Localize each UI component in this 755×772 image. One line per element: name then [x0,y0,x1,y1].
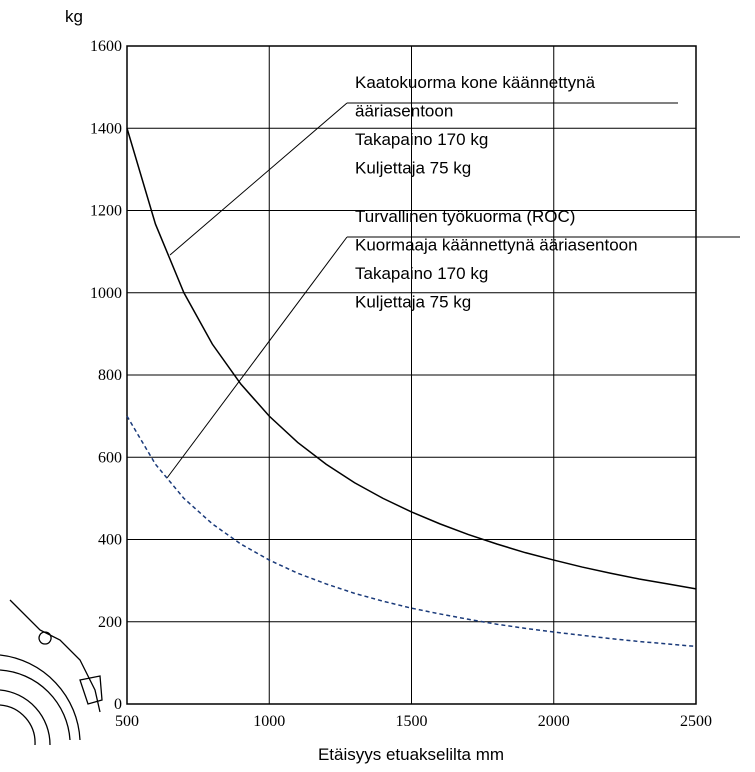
annotation-text: Turvallinen työkuorma (ROC) [355,207,575,226]
annotation-text: Kuljettaja 75 kg [355,159,471,178]
y-tick-label: 200 [98,614,122,631]
leader-line [170,103,347,255]
y-tick-label: 1000 [90,285,122,302]
x-tick-label: 2500 [680,713,712,730]
y-tick-label: 600 [98,449,122,466]
y-axis-label: kg [65,7,83,26]
chart: kg Etäisyys etuakselilta mm Kaatokuorma … [0,0,755,772]
x-tick-label: 1500 [396,713,428,730]
y-tick-label: 1200 [90,203,122,220]
annotation-text: Kuormaaja käännettynä ääriasentoon [355,236,638,255]
leader-line [167,237,347,478]
x-axis-label: Etäisyys etuakselilta mm [318,745,504,764]
y-tick-label: 800 [98,367,122,384]
annotations: Kaatokuorma kone käännettynä ääriasentoon… [167,73,740,478]
annotation-text: ääriasentoon [355,102,453,121]
annotation-text: Takapaino 170 kg [355,264,488,283]
tractor-wheel [0,600,102,745]
annotation-text: Takapaino 170 kg [355,130,488,149]
y-tick-label: 1400 [90,120,122,137]
x-tick-label: 1000 [253,713,285,730]
x-tick-label: 2000 [538,713,570,730]
annotation-text: Kaatokuorma kone käännettynä [355,73,596,92]
x-tick-label: 500 [115,713,139,730]
y-tick-label: 400 [98,532,122,549]
y-tick-label: 0 [114,696,122,713]
y-tick-label: 1600 [90,38,122,55]
annotation-text: Kuljettaja 75 kg [355,293,471,312]
